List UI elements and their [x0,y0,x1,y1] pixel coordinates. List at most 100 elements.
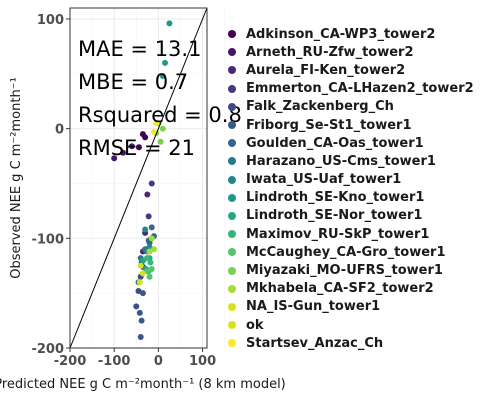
data-point [120,149,127,156]
legend-item: Friborg_Se-St1_tower1 [226,116,474,134]
data-point [144,268,151,275]
legend-item: Falk_Zackenberg_Ch [226,98,474,116]
legend-marker [228,175,236,184]
data-point [138,317,145,324]
data-point [162,59,169,66]
x-tick-label: -100 [98,354,131,369]
legend-item: Startsev_Anzac_Ch [226,334,474,352]
data-point [147,259,154,266]
legend-marker [228,248,236,257]
y-tick-label: -200 [31,342,64,357]
legend-item: Emmerton_CA-LHazen2_tower2 [226,80,474,98]
data-point [128,143,135,150]
data-point [135,287,142,294]
legend-label: Friborg_Se-St1_tower1 [246,117,412,133]
legend-item: Goulden_CA-Oas_tower1 [226,134,474,152]
data-point [148,180,155,187]
legend-label: NA_IS-Gun_tower1 [246,299,381,315]
data-points [111,20,173,341]
data-point [148,266,155,273]
data-point [133,303,140,310]
data-point [139,131,146,138]
data-point [136,279,143,286]
legend-marker [228,321,236,330]
legend-label: Miyazaki_MO-UFRS_tower1 [246,263,443,279]
legend-label: Goulden_CA-Oas_tower1 [246,135,424,151]
legend-label: Lindroth_SE-Kno_tower1 [246,190,425,206]
legend: Adkinson_CA-WP3_tower2 Arneth_RU-Zfw_towe… [226,25,474,352]
legend-item: Lindroth_SE-Kno_tower1 [226,189,474,207]
legend-label: Maximov_RU-SkP_tower1 [246,226,430,242]
legend-label: Emmerton_CA-LHazen2_tower2 [246,81,474,97]
data-point [150,128,157,135]
legend-item: Harazano_US-Cms_tower1 [226,152,474,170]
data-point [111,155,118,162]
stats-annotation: MAE = 13.1 MBE = 0.7 Rsquared = 0.8 RMSE = … [78,37,242,160]
data-point [142,226,149,233]
identity-reference-line [69,7,208,349]
legend-marker [228,339,236,348]
data-point [166,20,173,27]
data-point [135,144,142,151]
legend-label: Startsev_Anzac_Ch [246,335,384,351]
plot-panel-border [69,7,208,349]
legend-item: Arneth_RU-Zfw_tower2 [226,43,474,61]
data-point [139,290,146,297]
legend-item: NA_IS-Gun_tower1 [226,298,474,316]
y-tick-label: 100 [37,13,64,28]
legend-marker [228,211,236,220]
y-tick-label: 0 [55,123,64,138]
y-tick-label: -100 [31,232,64,247]
data-point [148,224,155,231]
legend-marker [228,230,236,239]
legend-marker [228,30,236,39]
legend-marker [228,48,236,57]
legend-marker [228,266,236,275]
data-point [137,262,144,269]
legend-item: Iwata_US-Uaf_tower1 [226,171,474,189]
stat-annotation: RMSE = 21 [78,136,195,160]
data-point [144,191,151,198]
stat-annotation: MBE = 0.7 [78,70,188,94]
stat-annotation: Rsquared = 0.8 [78,103,242,127]
legend-marker [228,102,236,111]
legend-label: Iwata_US-Uaf_tower1 [246,172,402,188]
legend-label: McCaughey_CA-Gro_tower1 [246,244,446,260]
data-point [150,246,157,253]
legend-marker [228,157,236,166]
data-point [159,125,166,132]
legend-label: Lindroth_SE-Nor_tower1 [246,208,423,224]
data-point [145,213,152,220]
legend-label: Falk_Zackenberg_Ch [246,99,394,115]
legend-marker [228,302,236,311]
x-tick-label: 100 [189,354,216,369]
data-point [159,73,166,79]
data-point [136,309,143,316]
data-point [143,255,150,262]
data-point [146,273,153,280]
legend-marker [228,193,236,202]
legend-item: McCaughey_CA-Gro_tower1 [226,243,474,261]
data-point [148,235,155,242]
data-point [157,138,164,145]
axis-ticks: -200 -100 0 100 -200 -100 0 100 [31,13,216,369]
data-point [139,270,146,277]
legend-item: Miyazaki_MO-UFRS_tower1 [226,261,474,279]
legend-label: ok [246,317,264,333]
legend-marker [228,66,236,75]
stat-annotation: MAE = 13.1 [78,37,201,61]
legend-item: ok [226,316,474,334]
legend-item: Mkhabela_CA-SF2_tower2 [226,280,474,298]
legend-label: Adkinson_CA-WP3_tower2 [246,26,436,42]
x-tick-label: -200 [54,354,87,369]
data-point [153,120,160,127]
legend-item: Adkinson_CA-WP3_tower2 [226,25,474,43]
legend-item: Aurela_FI-Ken_tower2 [226,61,474,79]
data-point [137,334,144,341]
legend-marker [228,84,236,93]
x-tick-label: 0 [154,354,163,369]
legend-marker [228,139,236,148]
data-point [146,248,153,255]
legend-label: Arneth_RU-Zfw_tower2 [246,44,414,60]
